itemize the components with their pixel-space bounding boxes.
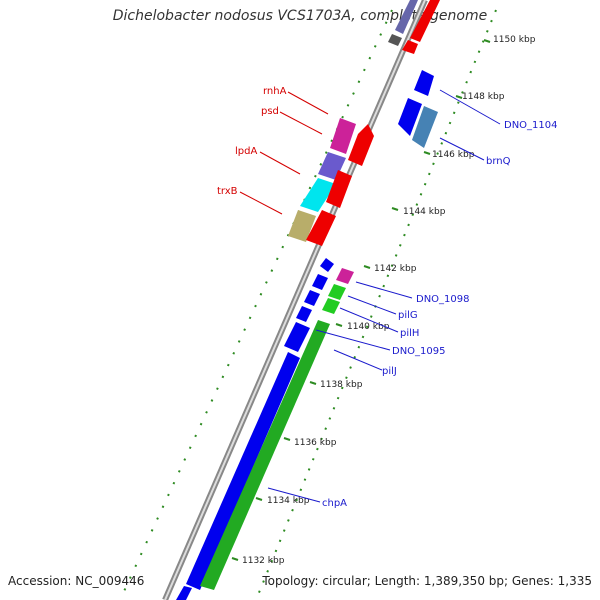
tick-label-1146: 1146 kbp [432,150,475,160]
gene-top-3 [388,34,402,46]
gene-DNO_1104 [398,98,422,136]
tick-label-1140: 1140 kbp [347,322,390,332]
inner-dotted-track [119,9,393,600]
tick-label-1150: 1150 kbp [493,35,536,45]
gene-bottom [176,586,192,600]
gene-pilJ [200,320,330,590]
gene-mid-1 [320,258,334,272]
tick-label-1142: 1142 kbp [374,264,417,274]
label-brnQ: brnQ [486,156,511,167]
right-leaders [267,89,501,503]
gene-DNO_1098 [336,268,354,284]
tick-label-1148: 1148 kbp [462,92,505,102]
tick-label-1136: 1136 kbp [294,438,337,448]
gene-DNO_1104-a [414,70,434,96]
gene-chpA [186,352,300,590]
label-rnhA: rnhA [263,86,287,97]
label-chpA: chpA [322,498,347,509]
gene-mid-4 [296,306,312,322]
label-pilH: pilH [400,328,419,339]
gene-trxB [288,210,316,242]
genome-summary-text: Topology: circular; Length: 1,389,350 bp… [262,574,592,588]
gene-fwd-1 [348,124,374,166]
label-DNO_1095: DNO_1095 [392,346,446,357]
accession-text: Accession: NC_009446 [8,574,145,588]
gene-rnhA [330,118,356,154]
label-lpdA: lpdA [235,146,257,157]
tick-label-1138: 1138 kbp [320,380,363,390]
gene-top-4 [402,40,418,54]
gene-mid-3 [304,290,320,306]
tick-label-1132: 1132 kbp [242,556,285,566]
gene-fwd-2 [326,170,352,208]
left-leaders [239,91,329,215]
map-title: Dichelobacter nodosus VCS1703A, complete… [112,8,488,24]
gene-top-2 [410,0,440,42]
label-psd: psd [261,106,279,117]
label-DNO_1104: DNO_1104 [504,120,558,131]
gene-lpdA [300,178,336,212]
label-trxB: trxB [217,186,238,197]
gene-pilG [328,284,346,300]
gene-brnQ [412,106,438,148]
tick-label-1144: 1144 kbp [403,207,446,217]
gene-pilH [322,298,340,314]
gene-fwd-3 [306,210,336,246]
label-DNO_1098: DNO_1098 [416,294,470,305]
gene-DNO_1095 [284,322,310,352]
label-pilG: pilG [398,310,418,321]
tick-marks [231,39,491,561]
gene-top-1 [395,0,418,34]
tick-label-1134: 1134 kbp [267,496,310,506]
label-pilJ: pilJ [382,366,397,377]
gene-mid-2 [312,274,328,290]
